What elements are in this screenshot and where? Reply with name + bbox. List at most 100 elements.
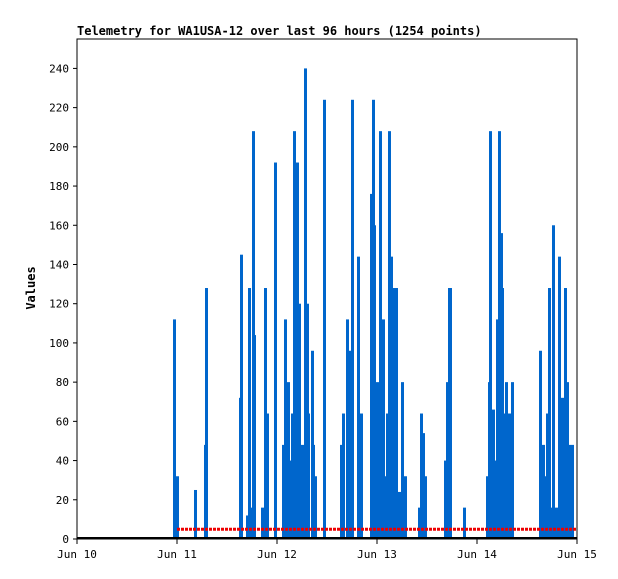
bar bbox=[548, 288, 551, 539]
bar bbox=[288, 460, 291, 539]
bar bbox=[444, 460, 447, 539]
bar bbox=[544, 476, 547, 539]
bar bbox=[253, 335, 256, 539]
bar bbox=[298, 303, 301, 539]
bar bbox=[384, 476, 387, 539]
bar bbox=[291, 413, 294, 539]
bar bbox=[348, 350, 351, 539]
bars-layer bbox=[173, 68, 574, 540]
bar bbox=[420, 413, 423, 539]
bar bbox=[564, 288, 567, 539]
bar bbox=[205, 288, 208, 539]
bar bbox=[404, 476, 407, 539]
y-tick-label: 60 bbox=[56, 415, 69, 428]
y-tick-label: 240 bbox=[49, 62, 69, 75]
bar bbox=[550, 507, 553, 539]
bar bbox=[501, 288, 504, 539]
bar bbox=[492, 409, 495, 539]
bar bbox=[546, 413, 549, 539]
bar bbox=[261, 507, 264, 539]
bar bbox=[552, 225, 555, 539]
y-axis-label: Values bbox=[24, 266, 38, 309]
bar bbox=[301, 444, 304, 539]
bar bbox=[505, 382, 508, 539]
bar bbox=[571, 444, 574, 539]
bar bbox=[568, 444, 571, 539]
x-tick-label: Jun 13 bbox=[357, 548, 397, 561]
bar bbox=[503, 413, 506, 539]
bar bbox=[176, 476, 179, 539]
bar bbox=[370, 193, 373, 539]
bar bbox=[511, 382, 514, 539]
bar bbox=[418, 507, 421, 539]
bar bbox=[386, 413, 389, 539]
bar bbox=[388, 131, 391, 539]
y-tick-label: 0 bbox=[62, 533, 69, 546]
y-tick-label: 160 bbox=[49, 219, 69, 232]
bar bbox=[194, 489, 197, 539]
x-tick-label: Jun 12 bbox=[257, 548, 297, 561]
x-tick-label: Jun 11 bbox=[157, 548, 197, 561]
bar bbox=[382, 319, 385, 539]
bar bbox=[248, 288, 251, 539]
bar bbox=[304, 68, 307, 539]
bar bbox=[351, 99, 354, 540]
bar bbox=[422, 433, 425, 539]
bar bbox=[266, 413, 269, 539]
bar bbox=[496, 319, 499, 539]
bar bbox=[558, 256, 561, 539]
bar bbox=[342, 413, 345, 539]
bar bbox=[379, 131, 382, 539]
bar bbox=[449, 288, 452, 539]
bar bbox=[566, 382, 569, 539]
bar bbox=[340, 444, 343, 539]
bar bbox=[486, 476, 489, 539]
x-tick-label: Jun 10 bbox=[57, 548, 97, 561]
bar bbox=[398, 491, 401, 539]
baseline-layer bbox=[77, 527, 577, 539]
bar bbox=[282, 444, 285, 539]
bar bbox=[296, 162, 299, 539]
bar bbox=[357, 256, 360, 539]
bar bbox=[274, 162, 277, 539]
bar bbox=[360, 413, 363, 539]
bar bbox=[240, 254, 243, 539]
bar bbox=[264, 288, 267, 539]
bar bbox=[463, 507, 466, 539]
y-tick-label: 80 bbox=[56, 376, 69, 389]
bar bbox=[390, 256, 393, 539]
bar bbox=[395, 288, 398, 539]
bar bbox=[314, 476, 317, 539]
bar bbox=[446, 382, 449, 539]
bar bbox=[373, 225, 376, 539]
x-tick-label: Jun 14 bbox=[457, 548, 497, 561]
y-tick-label: 100 bbox=[49, 337, 69, 350]
bar bbox=[323, 99, 326, 540]
bar bbox=[294, 507, 297, 539]
y-tick-label: 220 bbox=[49, 102, 69, 115]
y-tick-label: 140 bbox=[49, 258, 69, 271]
bar bbox=[508, 413, 511, 539]
bar bbox=[307, 413, 310, 539]
bar bbox=[498, 131, 501, 539]
chart-title: Telemetry for WA1USA-12 over last 96 hou… bbox=[77, 24, 482, 38]
bar bbox=[376, 382, 379, 539]
x-axis: Jun 10 Jun 11 Jun 12 Jun 13 Jun 14 Jun 15 bbox=[57, 539, 597, 561]
y-tick-label: 40 bbox=[56, 455, 69, 468]
bar bbox=[561, 397, 564, 539]
bar bbox=[246, 515, 249, 539]
bar bbox=[285, 397, 288, 539]
x-tick-label: Jun 15 bbox=[557, 548, 597, 561]
bar bbox=[401, 382, 404, 539]
bar bbox=[293, 131, 296, 539]
bar bbox=[346, 319, 349, 539]
bar bbox=[489, 131, 492, 539]
y-tick-label: 180 bbox=[49, 180, 69, 193]
bar bbox=[312, 444, 315, 539]
bar bbox=[173, 319, 176, 539]
bar bbox=[424, 476, 427, 539]
bar bbox=[392, 288, 395, 539]
y-tick-label: 20 bbox=[56, 494, 69, 507]
y-axis: 0 20 40 60 80 100 120 140 160 180 200 220 240 bbox=[49, 62, 77, 546]
